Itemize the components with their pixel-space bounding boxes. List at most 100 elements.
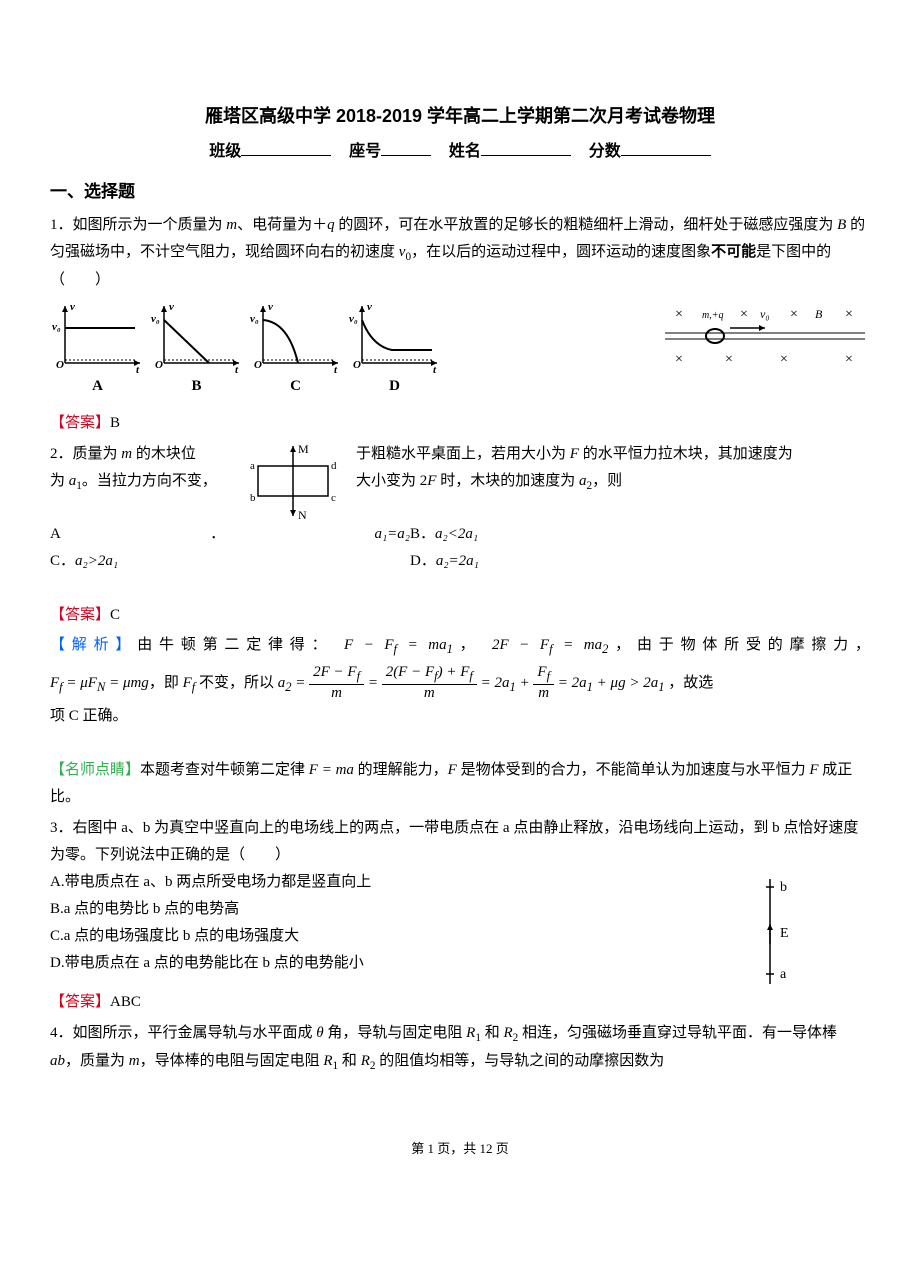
foot-c: 页 <box>493 1141 509 1156</box>
svg-text:×: × <box>845 352 853 367</box>
q2-text-a1-1: 为 <box>50 473 69 489</box>
q2-teacher-F1: F <box>448 762 457 778</box>
q3-answer: 【答案】ABC <box>50 989 870 1016</box>
q2-teacher-label: 【名师点睛】 <box>50 762 140 778</box>
q1-text-e: ，在以后的运动过程中，圆环运动的速度图象 <box>411 244 711 260</box>
svg-text:t: t <box>334 364 338 373</box>
q2-sep1: ， <box>453 637 482 653</box>
q1-graph-d: v t O v₀ D <box>347 298 442 400</box>
q1-bold: 不可能 <box>711 244 756 260</box>
q2-optA-label: A． <box>50 526 374 542</box>
graph-b-label: B <box>149 373 244 400</box>
q2-text-f: ，则 <box>592 473 622 489</box>
q3-optB: B.a 点的电势比 b 点的电势高 <box>50 896 732 923</box>
foot-t: 12 <box>480 1141 493 1156</box>
svg-text:t: t <box>235 364 239 373</box>
svg-text:a: a <box>780 967 787 982</box>
q2-teacher-c: 是物体受到的合力，不能简单认为加速度与水平恒力 <box>457 762 810 778</box>
q3-options: A.带电质点在 a、b 两点所受电场力都是竖直向上 B.a 点的电势比 b 点的… <box>50 869 732 977</box>
q2-f1: F − Ff = ma1 <box>344 637 453 653</box>
q2-answer: 【答案】C <box>50 602 870 629</box>
svg-text:t: t <box>433 364 437 373</box>
q1-m: m <box>226 217 237 233</box>
q2-analysis-e-1: ，故选 <box>668 675 713 691</box>
graph-a-svg: v t O v₀ <box>50 298 145 373</box>
q2-f3: Ff = μFN = μmg <box>50 675 149 691</box>
q4-num: 4． <box>50 1025 73 1041</box>
q2-figure: M N a d b c <box>238 441 348 521</box>
q2-analysis-line3: 项 C 正确。 <box>50 703 870 730</box>
header-fields: 班级 座号 姓名 分数 <box>50 138 870 167</box>
q4-ab: ab <box>50 1053 65 1069</box>
q2-num: 2． <box>50 446 73 462</box>
q4-m: m <box>129 1053 140 1069</box>
q2-text-b-1: 的木块位 <box>132 446 196 462</box>
seat-blank <box>381 140 431 156</box>
svg-text:×: × <box>845 307 853 322</box>
q2-optC-f: a₂>2a₁ <box>75 553 118 569</box>
q1-answer-val: B <box>110 415 120 431</box>
q2-teacher: 【名师点睛】本题考查对牛顿第二定律 F = ma 的理解能力，F 是物体受到的合… <box>50 757 870 811</box>
svg-text:×: × <box>780 352 788 367</box>
q2-figure-svg: M N a d b c <box>238 441 348 521</box>
q3-answer-label: 【答案】 <box>50 994 110 1010</box>
page-footer: 第 1 页，共 12 页 <box>50 1137 870 1160</box>
q1-graph-b: v t O v₀ B <box>149 298 244 400</box>
q4-text-c: 和 <box>481 1025 504 1041</box>
q3-optC: C.a 点的电场强度比 b 点的电场强度大 <box>50 923 732 950</box>
q4-text-d: 相连，匀强磁场垂直穿过导轨平面．有一导体棒 <box>518 1025 837 1041</box>
svg-text:O: O <box>155 359 163 371</box>
q2-optD-f: a₂=2a₁ <box>436 553 479 569</box>
q1-B: B <box>837 217 846 233</box>
q2-text-d-1: 。当拉力方向不变， <box>82 473 217 489</box>
q2-text-a: 质量为 <box>73 446 122 462</box>
q4-text-h: 的阻值均相等，与导轨之间的动摩擦因数为 <box>375 1053 664 1069</box>
q4-theta: θ <box>316 1025 323 1041</box>
q2-analysis-d: 不变，所以 <box>195 675 274 691</box>
graph-c-svg: v t O v₀ <box>248 298 343 373</box>
q4-text-f: ，导体棒的电阻与固定电阻 <box>140 1053 324 1069</box>
svg-text:c: c <box>331 492 336 504</box>
q2-teacher-F2: F <box>809 762 818 778</box>
q1-q: q <box>327 217 335 233</box>
svg-text:O: O <box>56 359 64 371</box>
q4-R2: R <box>503 1025 512 1041</box>
svg-text:v: v <box>367 301 372 313</box>
svg-text:O: O <box>353 359 361 371</box>
q2-analysis-line2: Ff = μFN = μmg，即 Ff 不变，所以 a2 = 2F − Ffm … <box>50 664 870 704</box>
section-choice: 一、选择题 <box>50 177 870 208</box>
q4-text-g: 和 <box>338 1053 361 1069</box>
svg-text:E: E <box>780 926 789 941</box>
svg-text:d: d <box>331 460 337 472</box>
svg-text:v₀: v₀ <box>760 307 770 321</box>
q3-stem: 3．右图中 a、b 为真空中竖直向上的电场线上的两点，一带电质点在 a 点由静止… <box>50 815 870 869</box>
q2-big-formula: a2 = 2F − Ffm = 2(F − Ff) + Ffm = 2a1 + … <box>278 675 668 691</box>
svg-text:v: v <box>268 301 273 313</box>
q2-fma: F = ma <box>309 762 354 778</box>
q2-analysis-label: 【解析】 <box>50 637 137 653</box>
class-label: 班级 <box>209 143 241 160</box>
svg-text:×: × <box>675 307 683 322</box>
q4-R1b: R <box>323 1053 332 1069</box>
graph-a-label: A <box>50 373 145 400</box>
q4-text-a: 如图所示，平行金属导轨与水平面成 <box>73 1025 317 1041</box>
name-blank <box>481 140 571 156</box>
svg-text:b: b <box>780 880 787 895</box>
svg-text:t: t <box>136 364 140 373</box>
q1-graph-a: v t O v₀ A <box>50 298 145 400</box>
q2-optD: D．a₂=2a₁ <box>410 548 870 575</box>
svg-text:v: v <box>70 301 75 313</box>
svg-text:v: v <box>169 301 174 313</box>
q2-Ff: Ff <box>183 675 196 691</box>
q2-m: m <box>121 446 132 462</box>
q4-text-e: ，质量为 <box>65 1053 129 1069</box>
q2-stem-left: 2．质量为 m 的木块位 为 a1。当拉力方向不变， <box>50 441 230 496</box>
q2-optA: A．a₁=a₂ <box>50 521 410 548</box>
q1-text-c: 的圆环，可在水平放置的足够长的粗糙细杆上滑动，细杆处于磁感应强度为 <box>335 217 838 233</box>
svg-text:×: × <box>790 307 798 322</box>
q3-answer-val: ABC <box>110 994 141 1010</box>
q4-R1: R <box>466 1025 475 1041</box>
foot-b: 页，共 <box>434 1141 480 1156</box>
svg-text:N: N <box>298 508 307 521</box>
q2-answer-label: 【答案】 <box>50 607 110 623</box>
